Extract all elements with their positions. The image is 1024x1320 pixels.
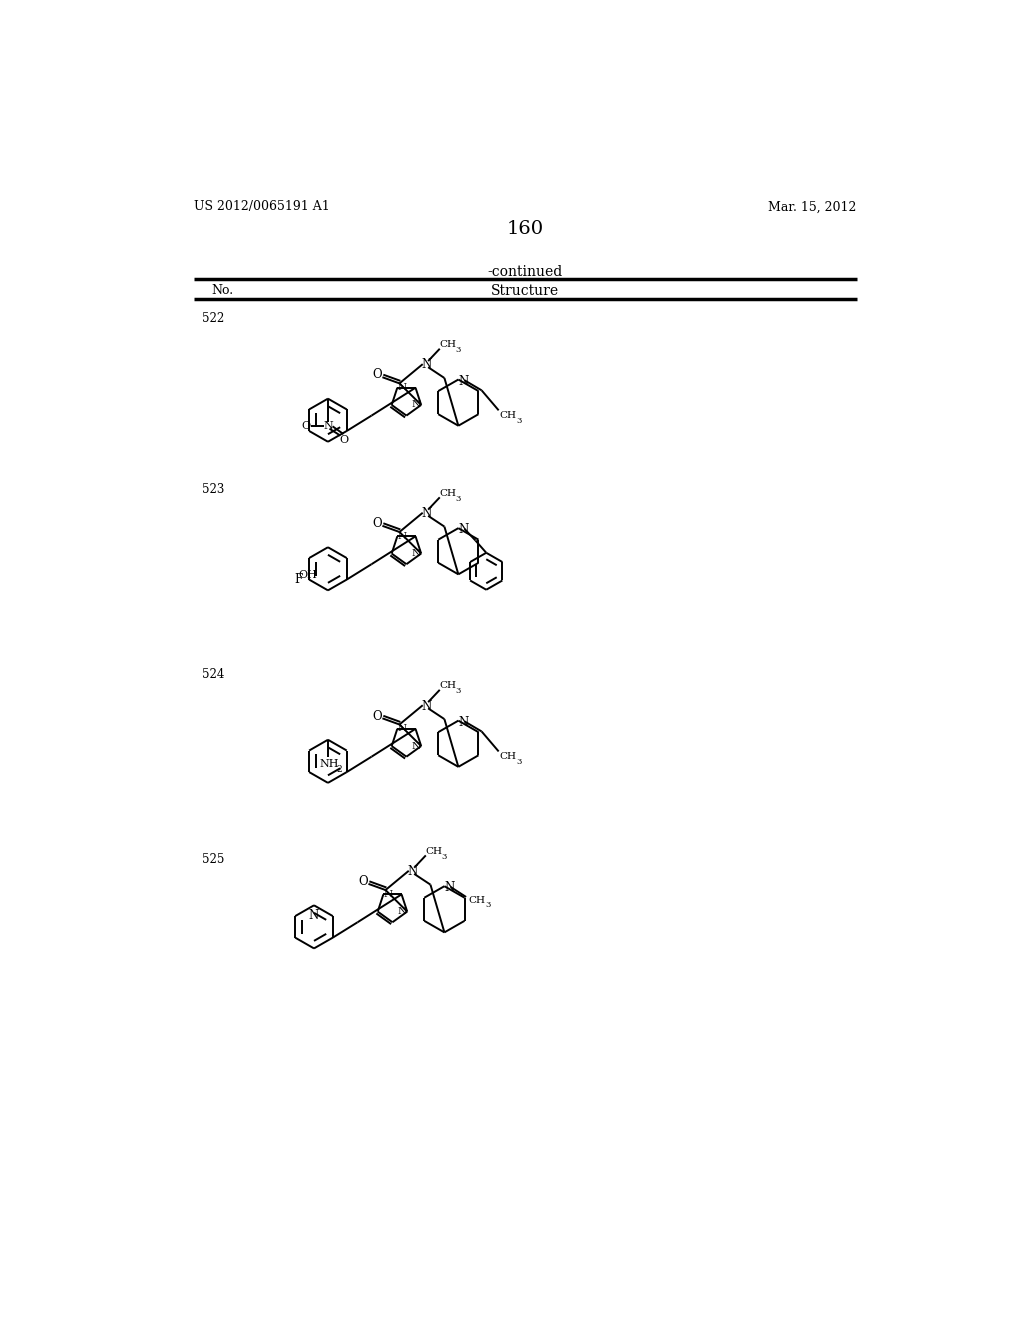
Text: 160: 160 (506, 220, 544, 238)
Text: N: N (309, 908, 319, 921)
Text: O: O (358, 875, 368, 888)
Text: N: N (397, 383, 407, 392)
Text: N: N (459, 715, 469, 729)
Text: Mar. 15, 2012: Mar. 15, 2012 (768, 201, 856, 214)
Text: 3: 3 (456, 346, 461, 354)
Text: CH: CH (439, 681, 456, 690)
Text: -continued: -continued (487, 264, 562, 279)
Text: O: O (372, 710, 382, 722)
Text: 3: 3 (516, 417, 521, 425)
Text: NH: NH (318, 759, 339, 768)
Text: 3: 3 (485, 902, 490, 909)
Text: CH: CH (500, 412, 516, 420)
Text: N: N (459, 375, 469, 388)
Text: 3: 3 (441, 853, 447, 861)
Text: O: O (340, 436, 349, 445)
Text: O: O (372, 368, 382, 381)
Text: N: N (412, 549, 421, 558)
Text: CH: CH (425, 847, 442, 857)
Text: 522: 522 (202, 312, 224, 325)
Text: N: N (383, 890, 392, 899)
Text: CH: CH (439, 488, 456, 498)
Text: O: O (372, 517, 382, 531)
Text: N: N (324, 421, 333, 432)
Text: 2: 2 (337, 764, 342, 774)
Text: 525: 525 (202, 853, 224, 866)
Text: 523: 523 (202, 483, 224, 496)
Text: OH: OH (298, 570, 317, 579)
Text: US 2012/0065191 A1: US 2012/0065191 A1 (194, 201, 330, 214)
Text: 3: 3 (516, 758, 521, 766)
Text: N: N (412, 400, 421, 409)
Text: N: N (397, 725, 407, 734)
Text: 524: 524 (202, 668, 224, 681)
Text: N: N (412, 742, 421, 751)
Text: N: N (422, 700, 432, 713)
Text: No.: No. (212, 284, 233, 297)
Text: Structure: Structure (490, 284, 559, 298)
Text: N: N (397, 532, 407, 541)
Text: F: F (294, 573, 302, 586)
Text: N: N (422, 359, 432, 371)
Text: N: N (422, 507, 432, 520)
Text: 3: 3 (456, 495, 461, 503)
Text: N: N (459, 523, 469, 536)
Text: O: O (302, 421, 311, 430)
Text: N: N (444, 882, 455, 894)
Text: N: N (408, 865, 418, 878)
Text: CH: CH (468, 895, 485, 904)
Text: 3: 3 (456, 688, 461, 696)
Text: CH: CH (439, 341, 456, 350)
Text: N: N (398, 907, 408, 916)
Text: CH: CH (500, 752, 516, 762)
